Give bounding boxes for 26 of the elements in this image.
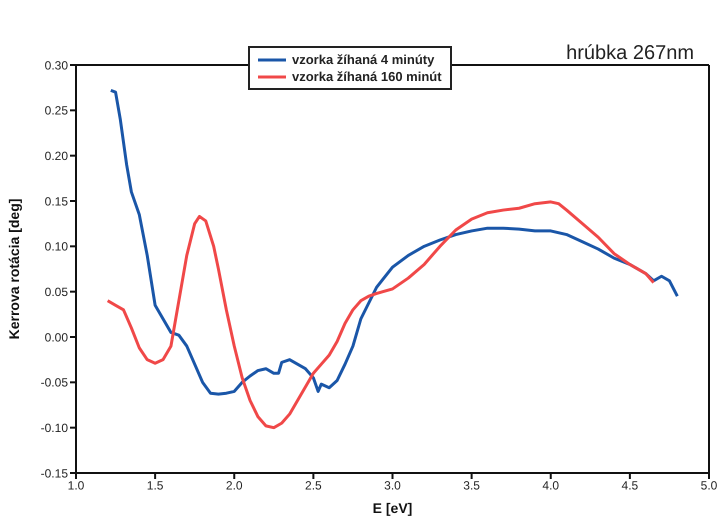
- y-tick-label: 0.05: [44, 284, 68, 299]
- x-tick-label: 2.0: [226, 478, 243, 493]
- line-series: [106, 200, 656, 430]
- y-tick-label: 0.15: [44, 194, 68, 208]
- line-series: [109, 88, 679, 396]
- x-tick-label: 5.0: [700, 478, 718, 493]
- y-tick-label: -0.05: [40, 376, 68, 390]
- x-tick-label: 2.5: [305, 478, 322, 493]
- y-tick-label: 0.00: [44, 330, 68, 344]
- y-tick-label: 0.20: [44, 148, 68, 163]
- y-tick-label: 0.25: [44, 104, 68, 118]
- x-tick-label: 1.0: [68, 478, 85, 493]
- y-tick-label: 0.10: [44, 240, 68, 254]
- y-axis-title: Kerrova rotácia [deg]: [6, 198, 22, 340]
- x-tick-label: 3.5: [463, 478, 480, 493]
- y-tick-label: -0.10: [40, 420, 68, 435]
- y-tick-label: 0.30: [44, 58, 68, 72]
- x-tick-label: 3.0: [384, 478, 402, 493]
- legend-label: vzorka žíhaná 160 minút: [292, 68, 442, 85]
- x-tick-label: 1.5: [146, 478, 164, 493]
- x-axis-title: E [eV]: [372, 500, 412, 516]
- y-tick-label: -0.15: [40, 466, 68, 480]
- text: hrúbka 267nm: [566, 42, 694, 65]
- legend-label: vzorka žíhaná 4 minúty: [292, 51, 434, 68]
- x-tick-label: 4.0: [542, 478, 560, 493]
- x-tick-label: 4.5: [622, 478, 639, 493]
